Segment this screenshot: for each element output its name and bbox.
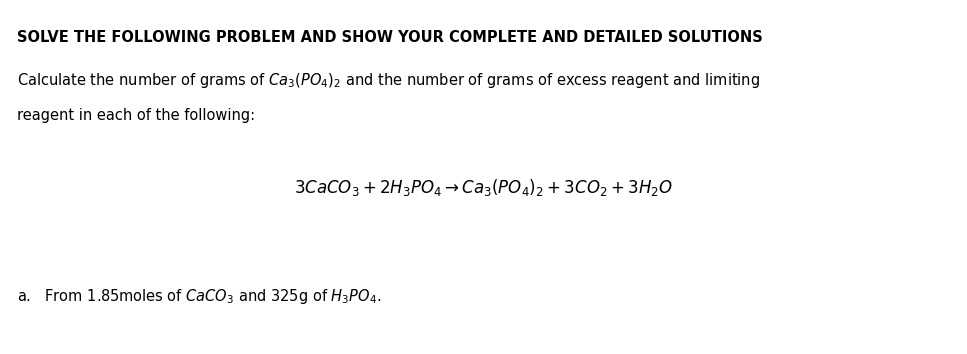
Text: reagent in each of the following:: reagent in each of the following: [17,108,255,123]
Text: $3CaCO_3 + 2H_3PO_4 \rightarrow Ca_3(PO_4)_2 + 3CO_2 + 3H_2O$: $3CaCO_3 + 2H_3PO_4 \rightarrow Ca_3(PO_… [294,177,673,198]
Text: a.   From 1.85moles of $\mathit{CaCO_3}$ and 325g of $\mathit{H_3PO_4}$.: a. From 1.85moles of $\mathit{CaCO_3}$ a… [17,287,382,306]
Text: Calculate the number of grams of $\mathit{Ca_3(PO_4)_2}$ and the number of grams: Calculate the number of grams of $\mathi… [17,71,760,90]
Text: SOLVE THE FOLLOWING PROBLEM AND SHOW YOUR COMPLETE AND DETAILED SOLUTIONS: SOLVE THE FOLLOWING PROBLEM AND SHOW YOU… [17,30,763,45]
